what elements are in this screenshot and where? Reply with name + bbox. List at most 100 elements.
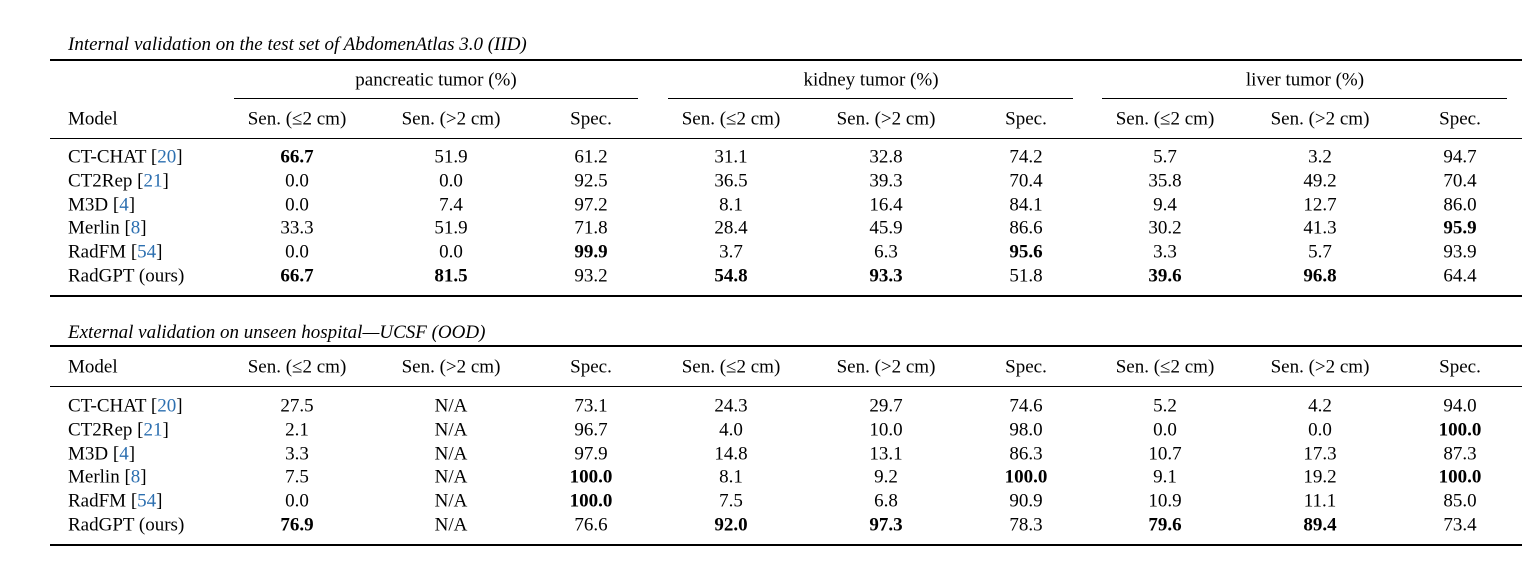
citation-bracket: ] [140,466,147,488]
table-cell: 31.1 [714,146,748,168]
citation-link[interactable]: 21 [143,170,163,192]
model-label: M3D [68,443,109,465]
model-label: RadFM [68,241,127,263]
citation-link[interactable]: 20 [157,395,177,417]
column-header: Sen. (≤2 cm) [1115,356,1215,378]
table-cell: 4.2 [1308,395,1332,417]
header-rule [50,386,1522,387]
column-header: Sen. (≤2 cm) [681,356,781,378]
table-cell: 12.7 [1303,194,1337,216]
table-cell: 29.7 [869,395,903,417]
group-underline [668,98,1073,99]
model-label: RadGPT (ours) [68,265,185,287]
citation-link[interactable]: 54 [137,490,157,512]
column-header: Spec. [1005,108,1047,130]
table-cell: 24.3 [714,395,748,417]
citation-bracket: ] [162,170,169,192]
table-cell: 89.4 [1303,514,1337,536]
model-name: RadFM [54] [68,492,162,511]
table-cell: 16.4 [869,194,903,216]
table-cell: 95.9 [1443,217,1477,239]
model-name: Merlin [8] [68,468,147,487]
table-cell: 39.3 [869,170,903,192]
table-cell: 95.6 [1009,241,1043,263]
column-header: Sen. (>2 cm) [401,356,501,378]
group-header: liver tumor (%) [1245,69,1365,91]
citation-bracket: [ [132,170,144,192]
column-header-model: Model [68,108,118,130]
citation-bracket: [ [126,241,138,263]
citation-bracket: ] [176,146,183,168]
table-cell: 10.7 [1148,443,1182,465]
table-cell: 35.8 [1148,170,1182,192]
table-cell: 85.0 [1443,490,1477,512]
top-rule [50,59,1522,61]
table-cell: 87.3 [1443,443,1477,465]
model-name: CT-CHAT [20] [68,397,183,416]
table-cell: 5.2 [1153,395,1177,417]
table-cell: 97.9 [574,443,608,465]
table-cell: 94.7 [1443,146,1477,168]
table-cell: 92.5 [574,170,608,192]
model-name: CT-CHAT [20] [68,148,183,167]
table-cell: 3.2 [1308,146,1332,168]
citation-bracket: ] [140,217,147,239]
top-rule [50,345,1522,347]
table-cell: 71.8 [574,217,608,239]
citation-link[interactable]: 8 [130,466,141,488]
table-cell: 9.4 [1153,194,1177,216]
table-cell: 86.0 [1443,194,1477,216]
citation-link[interactable]: 54 [137,241,157,263]
citation-bracket: ] [128,194,136,216]
citation-bracket: [ [108,443,120,465]
citation-link[interactable]: 20 [157,146,177,168]
table-cell: 3.7 [719,241,743,263]
model-label: CT-CHAT [68,146,147,168]
citation-bracket: ] [128,443,136,465]
column-header: Sen. (≤2 cm) [247,356,347,378]
table-cell: 51.9 [434,217,468,239]
citation-bracket: ] [162,419,169,441]
table-cell: 78.3 [1009,514,1043,536]
table-cell: 0.0 [439,170,463,192]
table-cell: N/A [434,419,468,441]
column-header: Sen. (>2 cm) [1270,108,1370,130]
column-header: Sen. (>2 cm) [836,108,936,130]
column-header: Sen. (≤2 cm) [681,108,781,130]
table-cell: 100.0 [1004,466,1048,488]
column-header: Spec. [1005,356,1047,378]
table-cell: 0.0 [285,490,309,512]
model-name: CT2Rep [21] [68,420,169,439]
table-cell: 64.4 [1443,265,1477,287]
table-cell: 0.0 [439,241,463,263]
table-cell: 70.4 [1009,170,1043,192]
model-label: Merlin [68,217,120,239]
column-header: Spec. [1439,108,1481,130]
citation-link[interactable]: 21 [143,419,163,441]
table-cell: 13.1 [869,443,903,465]
model-name: RadGPT (ours) [68,267,184,286]
table-cell: 86.6 [1009,217,1043,239]
table-cell: 96.8 [1303,265,1337,287]
table-cell: 74.2 [1009,146,1043,168]
table-cell: 93.9 [1443,241,1477,263]
table-cell: 76.6 [574,514,608,536]
citation-link[interactable]: 4 [119,194,129,216]
citation-link[interactable]: 8 [130,217,141,239]
table-cell: 17.3 [1303,443,1337,465]
citation-link[interactable]: 4 [119,443,129,465]
table-cell: 11.1 [1303,490,1337,512]
table-cell: 73.1 [574,395,608,417]
table-cell: 70.4 [1443,170,1477,192]
column-header: Sen. (>2 cm) [836,356,936,378]
model-label: CT-CHAT [68,395,147,417]
table-cell: 100.0 [1438,466,1482,488]
table-cell: 98.0 [1009,419,1043,441]
table-caption-iid: Internal validation on the test set of A… [68,34,527,55]
model-label: Merlin [68,466,120,488]
model-name: CT2Rep [21] [68,171,169,190]
model-name: RadFM [54] [68,243,162,262]
table-cell: N/A [434,443,468,465]
table-cell: 4.0 [719,419,743,441]
table-cell: 97.3 [869,514,903,536]
